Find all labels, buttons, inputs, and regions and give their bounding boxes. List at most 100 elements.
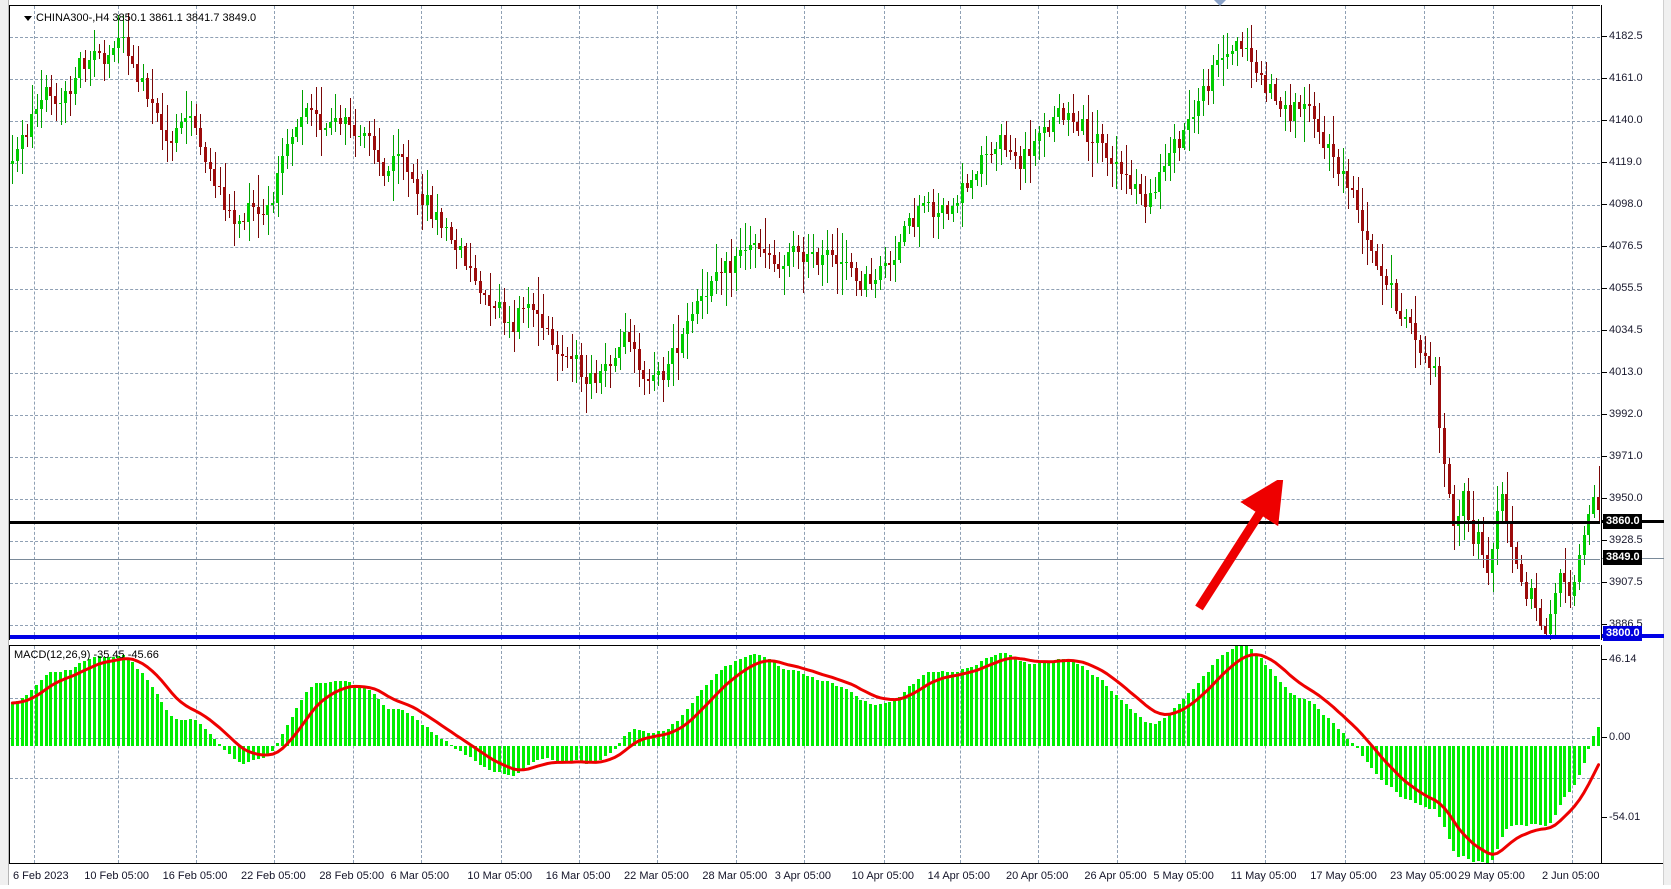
candle-body: [738, 249, 742, 256]
level-line-3849.0[interactable]: [10, 559, 1600, 560]
macd-histogram-bar: [112, 657, 116, 747]
macd-histogram-bar: [1259, 658, 1263, 747]
chart-collapse-caret-icon[interactable]: [24, 15, 32, 21]
candle-wick: [359, 124, 361, 146]
candle-wick: [190, 101, 192, 137]
candle-body: [507, 322, 511, 324]
macd-histogram-bar: [546, 746, 550, 759]
candle-body: [343, 116, 347, 125]
macd-histogram-bar: [628, 731, 632, 747]
macd-histogram-bar: [681, 715, 685, 747]
candle-body: [247, 202, 251, 222]
macd-histogram-bar: [1090, 674, 1094, 747]
time-axis-label: 16 Mar 05:00: [545, 870, 611, 882]
candle-body: [946, 204, 950, 215]
time-axis-label: 10 Apr 05:00: [851, 870, 915, 882]
macd-histogram-bar: [1399, 746, 1403, 797]
macd-histogram-bar: [1076, 664, 1080, 747]
candle-body: [825, 250, 829, 256]
macd-histogram-bar: [92, 656, 96, 747]
candle-body: [141, 77, 145, 82]
candle-body: [671, 347, 675, 365]
candle-body: [859, 281, 863, 291]
candle-wick: [1155, 176, 1157, 200]
candle-body: [68, 91, 72, 95]
macd-histogram-bar: [290, 716, 294, 747]
price-axis[interactable]: 4182.5 4161.0 4140.0 4119.0 4098.0 4076.5 4055…: [1601, 5, 1664, 882]
macd-histogram-bar: [994, 655, 998, 747]
candle-wick: [995, 142, 997, 171]
gridline-v: [657, 6, 659, 640]
candle-body: [59, 103, 63, 105]
macd-histogram-bar: [560, 746, 564, 763]
macd-histogram-bar: [309, 686, 313, 747]
macd-histogram-bar: [1510, 746, 1514, 826]
macd-histogram-bar: [136, 668, 140, 747]
macd-axis[interactable]: 46.14 0.00 -54.01: [1601, 645, 1663, 863]
candle-body: [329, 121, 333, 128]
candle-body: [806, 253, 810, 262]
candle-body: [888, 263, 892, 266]
macd-histogram-bar: [73, 667, 77, 747]
candle-body: [796, 246, 800, 252]
candle-body: [1196, 100, 1200, 117]
macd-histogram-bar: [1298, 697, 1302, 747]
candle-body: [324, 127, 328, 131]
candle-body: [1481, 531, 1485, 556]
macd-histogram-bar: [223, 746, 227, 750]
macd-histogram-bar: [1486, 746, 1490, 863]
candle-wick: [1352, 175, 1354, 198]
macd-histogram-bar: [1274, 675, 1278, 747]
candle-body: [362, 133, 366, 136]
candle-body: [358, 135, 362, 137]
gridline-v: [117, 6, 119, 640]
candle-body: [203, 146, 207, 163]
candle-body: [1505, 493, 1509, 524]
macd-histogram-bar: [666, 728, 670, 747]
chart-title-text: CHINA300-,H4 3850.1 3861.1 3841.7 3849.0: [36, 12, 257, 24]
level-line-3860.0[interactable]: [10, 521, 1600, 524]
candle-body: [1216, 60, 1220, 65]
price-tag-blue: 3800.0: [1603, 626, 1642, 641]
candle-body: [628, 331, 632, 342]
candle-body: [883, 263, 887, 266]
candle-wick: [499, 283, 501, 318]
time-axis[interactable]: 6 Feb 2023 10 Feb 05:00 16 Feb 05:00 22 Feb…: [9, 863, 1663, 889]
candle-wick: [41, 69, 43, 129]
candle-body: [1052, 116, 1056, 133]
macd-indicator-pane[interactable]: MACD(12,26,9) -35.45 -45.66: [9, 645, 1600, 863]
price-chart-pane[interactable]: CHINA300-,H4 3850.1 3861.1 3841.7 3849.0: [9, 5, 1600, 640]
macd-histogram-bar: [1293, 695, 1297, 747]
candle-body: [893, 259, 897, 266]
time-axis-label: 16 Feb 05:00: [162, 870, 228, 882]
candle-body: [54, 96, 58, 105]
gridline-v: [579, 6, 581, 640]
candle-body: [401, 154, 405, 158]
candle-body: [1582, 534, 1586, 556]
macd-histogram-bar: [319, 683, 323, 747]
candle-body: [305, 108, 308, 118]
candle-body: [1139, 184, 1143, 194]
candle-wick: [364, 126, 366, 148]
macd-histogram-bar: [391, 709, 395, 747]
candle-wick: [725, 251, 727, 306]
level-line-3800.0[interactable]: [10, 635, 1600, 639]
candle-body: [734, 255, 738, 273]
macd-histogram-bar: [589, 746, 593, 763]
macd-histogram-bar: [1139, 716, 1143, 747]
candle-body: [951, 206, 955, 215]
time-axis-label: 11 May 05:00: [1230, 870, 1297, 882]
candle-body: [353, 125, 357, 137]
candle-body: [1351, 187, 1355, 190]
macd-histogram-bar: [1023, 662, 1027, 747]
macd-histogram-bar: [647, 732, 651, 747]
candle-body: [1211, 64, 1215, 91]
up-arrow-annotation[interactable]: [1185, 480, 1295, 620]
macd-histogram-bar: [15, 701, 19, 747]
macd-histogram-bar: [406, 712, 410, 747]
candle-body: [936, 213, 940, 217]
macd-histogram-bar: [1351, 742, 1355, 747]
macd-histogram-bar: [652, 732, 656, 747]
macd-histogram-bar: [946, 672, 950, 747]
candle-wick: [1227, 32, 1229, 69]
